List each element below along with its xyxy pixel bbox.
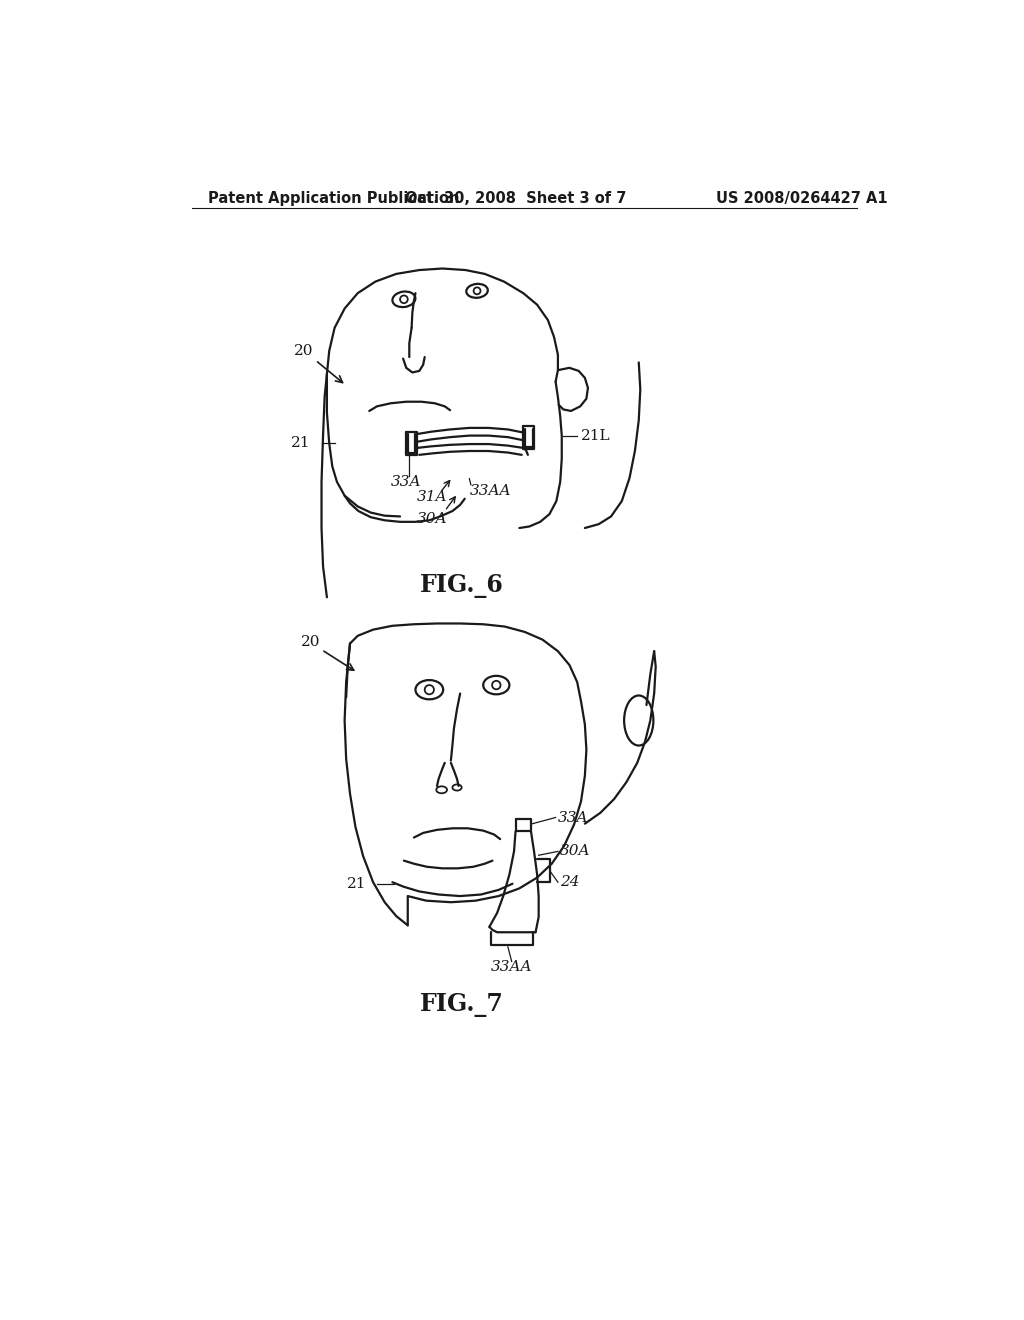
Text: FIG._6: FIG._6 (420, 574, 504, 598)
Text: 21L: 21L (581, 429, 610, 442)
Text: US 2008/0264427 A1: US 2008/0264427 A1 (716, 191, 888, 206)
Text: 20: 20 (301, 635, 321, 649)
Text: 33AA: 33AA (469, 484, 511, 498)
Text: 20: 20 (294, 345, 313, 358)
Text: 30A: 30A (417, 512, 447, 525)
Text: 33AA: 33AA (490, 960, 532, 974)
Text: Oct. 30, 2008  Sheet 3 of 7: Oct. 30, 2008 Sheet 3 of 7 (404, 191, 627, 206)
Text: 30A: 30A (560, 845, 591, 858)
Text: 21: 21 (291, 437, 310, 450)
Text: 24: 24 (560, 875, 580, 890)
Text: Patent Application Publication: Patent Application Publication (208, 191, 459, 206)
Text: FIG._7: FIG._7 (420, 994, 504, 1018)
Text: 21: 21 (347, 876, 367, 891)
Text: 31A: 31A (417, 490, 447, 504)
Text: 33A: 33A (558, 810, 589, 825)
Text: 33A: 33A (391, 475, 421, 488)
